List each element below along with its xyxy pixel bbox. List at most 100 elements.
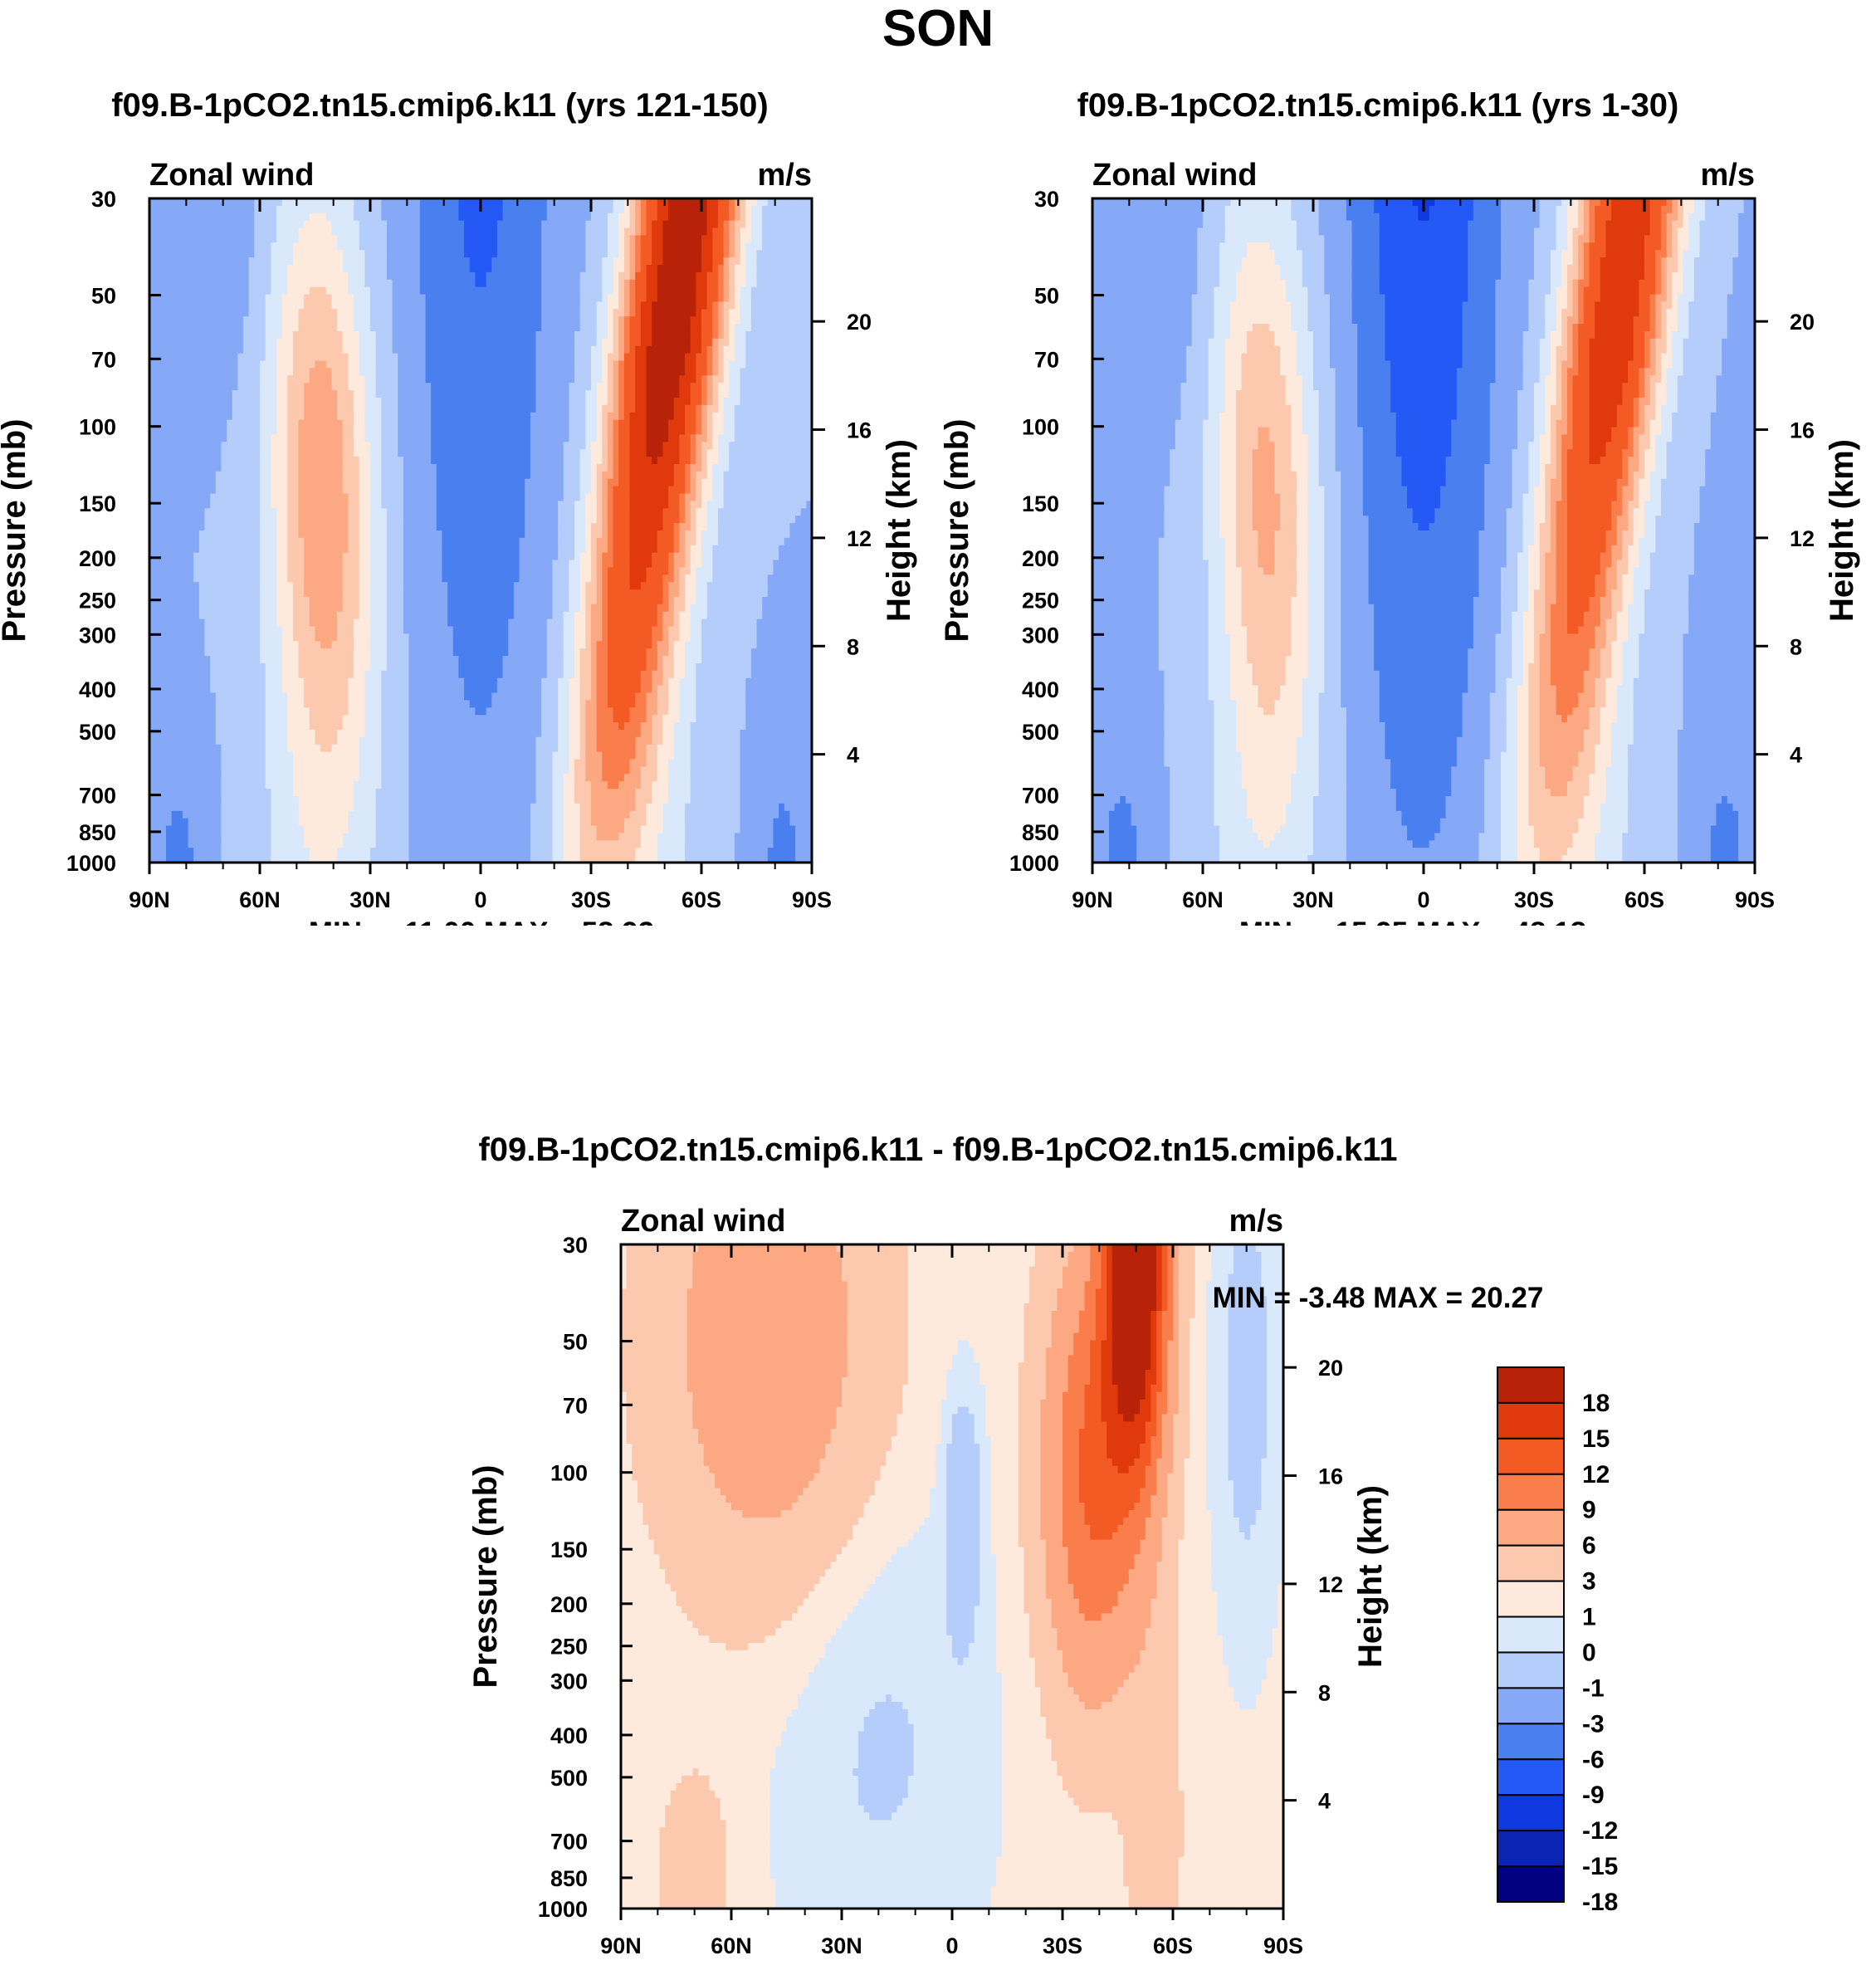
contour-cell — [171, 368, 178, 376]
contour-cell — [640, 286, 647, 296]
contour-cell — [304, 235, 310, 243]
contour-cell — [789, 478, 796, 487]
contour-cell — [618, 368, 625, 376]
contour-cell — [419, 257, 427, 266]
contour-cell — [618, 316, 625, 325]
contour-cell — [563, 257, 569, 266]
contour-cell — [613, 412, 619, 421]
contour-cell — [486, 271, 492, 281]
contour-cell — [563, 427, 569, 436]
contour-cell — [646, 213, 652, 222]
contour-cell — [431, 353, 437, 362]
contour-cell — [696, 235, 702, 243]
contour-cell — [668, 338, 675, 347]
contour-cell — [232, 220, 238, 229]
contour-cell — [198, 309, 206, 317]
contour-cell — [602, 286, 608, 296]
contour-cell — [292, 242, 300, 251]
contour-cell — [690, 360, 696, 369]
contour-cell — [315, 457, 321, 465]
contour-cell — [254, 383, 261, 391]
contour-cell — [304, 227, 310, 237]
contour-cell — [618, 265, 625, 273]
contour-cell — [210, 205, 217, 214]
contour-cell — [386, 294, 393, 303]
contour-cell — [558, 301, 564, 310]
contour-cell — [265, 257, 271, 266]
contour-cell — [552, 390, 559, 398]
contour-cell — [745, 486, 752, 495]
contour-cell — [392, 434, 398, 442]
contour-cell — [204, 434, 211, 442]
contour-cell — [491, 471, 498, 480]
contour-cell — [652, 464, 658, 472]
contour-cell — [227, 250, 233, 258]
contour-cell — [475, 220, 481, 229]
contour-cell — [337, 316, 344, 325]
contour-cell — [375, 257, 382, 266]
contour-cell — [579, 309, 586, 317]
contour-cell — [574, 471, 581, 480]
contour-cell — [337, 309, 344, 317]
contour-cell — [265, 404, 271, 413]
contour-cell — [304, 338, 310, 347]
contour-cell — [585, 464, 592, 472]
contour-cell — [486, 331, 492, 340]
contour-cell — [215, 279, 222, 288]
contour-cell — [309, 331, 316, 340]
contour-cell — [679, 478, 686, 487]
contour-cell — [784, 294, 790, 303]
contour-cell — [171, 383, 178, 391]
contour-cell — [623, 375, 631, 384]
contour-cell — [591, 486, 598, 495]
contour-cell — [215, 301, 222, 310]
contour-cell — [309, 434, 316, 442]
contour-cell — [773, 486, 779, 495]
contour-cell — [668, 279, 675, 288]
contour-cell — [248, 375, 255, 384]
contour-cell — [260, 213, 266, 222]
contour-cell — [292, 434, 300, 442]
contour-cell — [227, 478, 233, 487]
contour-cell — [657, 235, 664, 243]
contour-cell — [696, 442, 702, 450]
contour-cell — [149, 478, 156, 487]
contour-cell — [734, 360, 741, 369]
contour-cell — [662, 353, 669, 362]
contour-cell — [177, 235, 183, 243]
contour-cell — [613, 464, 619, 472]
contour-cell — [629, 205, 636, 214]
contour-cell — [652, 265, 658, 273]
contour-cell — [635, 486, 642, 495]
contour-cell — [304, 279, 310, 288]
contour-cell — [646, 338, 652, 347]
contour-cell — [182, 324, 189, 332]
contour-cell — [431, 404, 437, 413]
contour-cell — [762, 242, 769, 251]
contour-cell — [364, 345, 371, 354]
contour-cell — [729, 353, 735, 362]
contour-cell — [701, 412, 708, 421]
contour-cell — [513, 449, 520, 457]
contour-cell — [419, 434, 427, 442]
contour-cell — [591, 398, 598, 406]
contour-cell — [260, 478, 266, 487]
contour-cell — [740, 449, 746, 457]
contour-cell — [740, 457, 746, 465]
contour-cell — [154, 227, 161, 237]
contour-cell — [585, 213, 592, 222]
contour-cell — [623, 464, 631, 472]
contour-cell — [419, 404, 427, 413]
contour-cell — [729, 331, 735, 340]
contour-cell — [304, 353, 310, 362]
contour-cell — [260, 442, 266, 450]
contour-cell — [750, 345, 758, 354]
contour-cell — [696, 286, 702, 296]
contour-cell — [740, 353, 746, 362]
contour-cell — [569, 220, 575, 229]
contour-cell — [745, 301, 752, 310]
contour-cell — [227, 398, 233, 406]
contour-cell — [579, 457, 586, 465]
contour-cell — [160, 316, 167, 325]
contour-cell — [188, 471, 194, 480]
